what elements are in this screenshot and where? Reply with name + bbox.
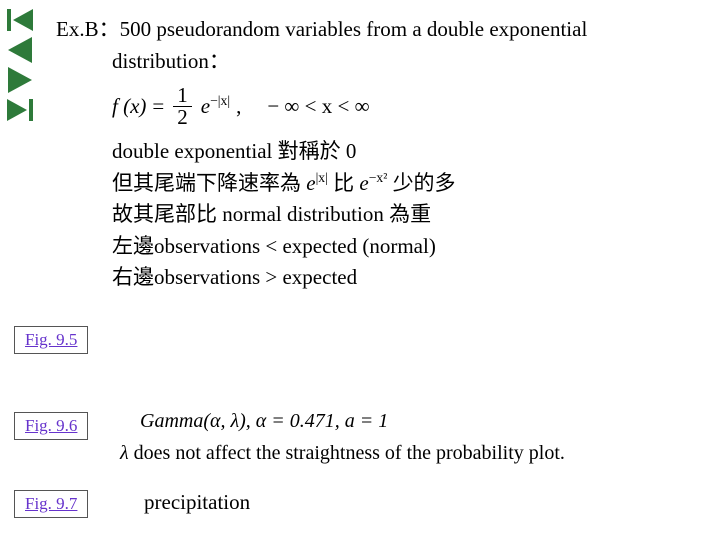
right-obs-line: 右邊observations > expected	[112, 262, 706, 294]
fig-9-6-link[interactable]: Fig. 9.6	[14, 412, 88, 440]
lambda-symbol: λ	[120, 442, 129, 464]
precipitation-label: precipitation	[144, 490, 250, 515]
left-obs-line: 左邊observations < expected (normal)	[112, 231, 706, 263]
example-label: Ex.B：	[56, 17, 120, 41]
gamma-formula: Gamma(α, λ), α = 0.471, a = 1	[140, 410, 388, 433]
comma: ,	[236, 91, 241, 123]
equals: =	[152, 91, 164, 123]
e-base: e−|x|	[201, 91, 230, 123]
header-line-1: Ex.B：500 pseudorandom variables from a d…	[56, 14, 706, 46]
e-exponent: −|x|	[210, 93, 230, 108]
pdf-formula: f (x) = 1 2 e−|x| , − ∞ < x < ∞	[112, 85, 706, 128]
heavy-tail-line: 故其尾部比 normal distribution 為重	[112, 199, 706, 231]
nav-button-group	[0, 6, 48, 126]
nav-last-button[interactable]	[0, 96, 40, 124]
frac-num: 1	[173, 85, 192, 107]
slide-content: Ex.B：500 pseudorandom variables from a d…	[56, 14, 706, 294]
fx: f (x)	[112, 91, 146, 123]
one-half: 1 2	[173, 85, 192, 128]
cmp-mid: 比	[328, 171, 360, 195]
fig-9-7-link[interactable]: Fig. 9.7	[14, 490, 88, 518]
x-range: − ∞ < x < ∞	[267, 91, 369, 123]
symmetry-line: double exponential 對稱於 0	[112, 136, 706, 168]
nav-prev-button[interactable]	[0, 36, 40, 64]
frac-den: 2	[173, 107, 192, 128]
fig-9-5-link[interactable]: Fig. 9.5	[14, 326, 88, 354]
header-line-2: distribution：	[112, 46, 706, 78]
last-icon	[7, 99, 33, 121]
tail-prefix: 但其尾端下降速率為	[112, 171, 306, 195]
first-icon	[7, 9, 33, 31]
next-icon	[8, 67, 32, 93]
prev-icon	[8, 37, 32, 63]
lambda-text: does not affect the straightness of the …	[129, 442, 565, 464]
header-text-1: 500 pseudorandom variables from a double…	[120, 17, 588, 41]
tail-suffix: 少的多	[387, 171, 455, 195]
tail-rate-line: 但其尾端下降速率為 e|x| 比 e−x² 少的多	[112, 168, 706, 200]
nav-next-button[interactable]	[0, 66, 40, 94]
lambda-note: λ does not affect the straightness of th…	[120, 442, 565, 465]
nav-first-button[interactable]	[0, 6, 40, 34]
